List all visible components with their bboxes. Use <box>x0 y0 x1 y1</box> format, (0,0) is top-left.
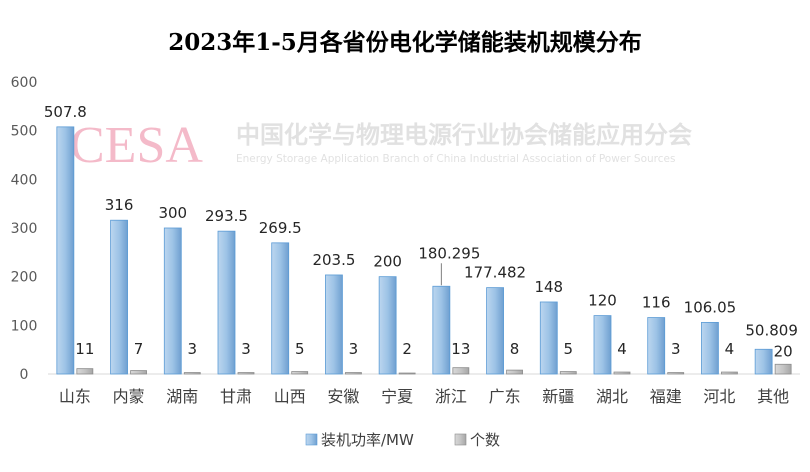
bar-power <box>378 276 397 375</box>
y-tick-label: 200 <box>11 270 38 286</box>
data-label-count: 4 <box>617 340 627 358</box>
bar-count <box>721 371 738 375</box>
legend-label-count: 个数 <box>470 431 500 449</box>
data-label-power: 293.5 <box>205 207 248 225</box>
bar-count <box>613 371 631 375</box>
data-label-count: 3 <box>671 340 681 358</box>
bar-power <box>163 227 182 375</box>
data-label-count: 2 <box>402 340 412 358</box>
bar-power <box>217 230 236 375</box>
category-label: 湖南 <box>166 387 198 406</box>
data-label-power: 507.8 <box>44 103 87 121</box>
y-tick-label: 400 <box>11 172 38 188</box>
bar-power <box>593 315 612 375</box>
data-label-count: 11 <box>75 340 94 358</box>
y-tick-label: 600 <box>11 75 38 91</box>
category-label: 新疆 <box>542 387 574 406</box>
data-label-power: 180.295 <box>418 244 480 262</box>
bar-count <box>345 372 362 375</box>
category-label: 山西 <box>274 387 306 406</box>
chart-title: 2023年1-5月各省份电化学储能装机规模分布 <box>168 29 642 56</box>
bar-count <box>291 371 309 375</box>
legend-swatch-count <box>454 433 467 446</box>
data-label-count: 4 <box>725 340 735 358</box>
watermark-cn: 中国化学与物理电源行业协会储能应用分会 <box>236 121 692 149</box>
data-label-count: 5 <box>295 340 305 358</box>
category-label: 广东 <box>489 387 521 406</box>
bar-count <box>76 368 94 375</box>
watermark: CESA 中国化学与物理电源行业协会储能应用分会 Energy Storage … <box>70 117 692 174</box>
bar-count <box>130 370 147 375</box>
data-label-count: 7 <box>134 340 144 358</box>
bar-power <box>56 126 75 375</box>
category-label: 山东 <box>59 387 91 406</box>
bar-count <box>559 371 577 375</box>
category-label: 宁夏 <box>381 387 413 406</box>
bar-power <box>539 301 558 375</box>
y-tick-label: 0 <box>20 367 29 383</box>
category-labels: 山东 内蒙 湖南 甘肃 山西 安徽 宁夏 浙江 广东 新疆 湖北 福建 河北 其他 <box>59 387 789 406</box>
bar-power <box>271 242 290 375</box>
data-label-count: 3 <box>349 340 359 358</box>
bar-power <box>647 317 666 375</box>
y-tick-label: 300 <box>11 221 38 237</box>
data-label-power: 203.5 <box>312 251 355 269</box>
watermark-en: Energy Storage Application Branch of Chi… <box>236 153 675 165</box>
category-label: 福建 <box>650 387 682 406</box>
category-label: 内蒙 <box>113 387 145 406</box>
watermark-logo: CESA <box>70 117 203 174</box>
data-label-power: 148 <box>534 278 563 296</box>
bar-power <box>701 321 719 375</box>
bar-power <box>110 219 128 375</box>
data-labels: 507.8 11 316 7 300 3 293.5 3 269.5 5 203.5 3 200 2 180… <box>44 103 798 360</box>
y-tick-label: 500 <box>11 124 38 140</box>
bar-count <box>452 367 470 375</box>
category-label: 安徽 <box>327 387 359 406</box>
data-label-count: 3 <box>241 340 251 358</box>
bar-count <box>398 372 416 375</box>
data-label-power: 106.05 <box>684 298 737 316</box>
bar-count <box>774 363 792 375</box>
bars <box>56 126 792 375</box>
bar-count <box>183 372 201 375</box>
data-label-power: 177.482 <box>464 264 526 282</box>
data-label-power: 116 <box>642 294 671 312</box>
data-label-count: 3 <box>188 340 198 358</box>
legend: 装机功率/MW 个数 <box>305 431 500 449</box>
bar-power <box>432 285 451 375</box>
legend-label-power: 装机功率/MW <box>321 431 414 449</box>
data-label-power: 269.5 <box>259 219 302 237</box>
data-label-count: 5 <box>564 340 574 358</box>
data-label-count: 8 <box>510 340 520 358</box>
data-label-count: 20 <box>774 342 793 360</box>
category-label: 湖北 <box>596 387 628 406</box>
bar-power <box>486 287 504 375</box>
data-label-power: 200 <box>373 253 402 271</box>
data-label-power: 316 <box>105 196 134 214</box>
data-label-power: 120 <box>588 292 617 310</box>
y-axis: 0 100 200 300 400 500 600 <box>11 75 38 383</box>
category-label: 河北 <box>703 387 735 406</box>
legend-swatch-power <box>305 433 318 446</box>
bar-count <box>667 372 685 375</box>
bar-power <box>325 274 343 375</box>
y-tick-label: 100 <box>11 318 38 334</box>
bar-count <box>237 372 255 375</box>
bar-count <box>506 369 523 375</box>
category-label: 其他 <box>757 387 789 406</box>
category-label: 浙江 <box>435 387 467 406</box>
data-label-power: 300 <box>158 204 187 222</box>
bar-power <box>754 348 773 375</box>
category-label: 甘肃 <box>220 387 252 406</box>
data-label-count: 13 <box>451 340 470 358</box>
data-label-power: 50.809 <box>745 321 798 339</box>
